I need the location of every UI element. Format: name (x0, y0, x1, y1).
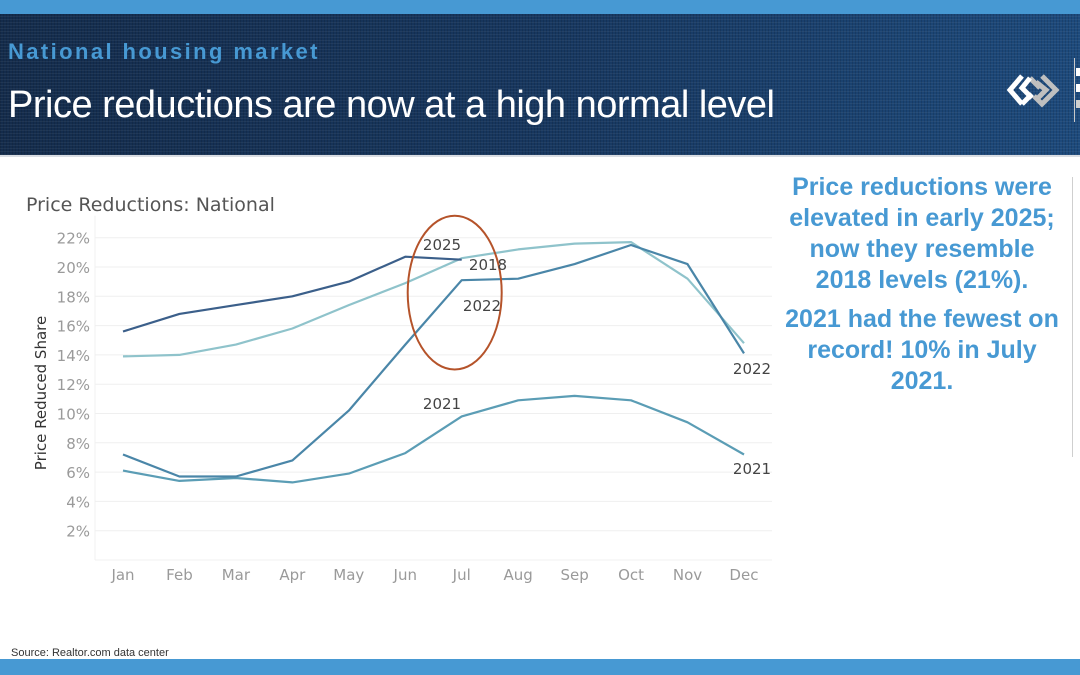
line-chart: 2% 4% 6% 8% 10% 12% 14% 16% 18% 20% 22% Jan Feb Mar A… (32, 214, 772, 584)
interlocking-chevrons-logo-icon (1006, 74, 1060, 108)
y-tick-label: 12% (57, 376, 90, 394)
source-note: Source: Realtor.com data center (11, 647, 169, 659)
series-label-2022-jul: 2022 (463, 297, 501, 315)
y-tick-label: 2% (66, 523, 90, 541)
side-divider (1072, 177, 1073, 457)
highlight-layer (406, 214, 503, 371)
x-tick-label: Apr (279, 566, 306, 584)
x-tick-label: Jan (110, 566, 134, 584)
x-tick-label: Jul (452, 566, 471, 584)
slide-title: Price reductions are now at a high norma… (8, 84, 775, 126)
key-takeaways: Price reductions were elevated in early … (782, 172, 1062, 405)
y-axis-ticks: 2% 4% 6% 8% 10% 12% 14% 16% 18% 20% 22% (57, 230, 90, 541)
y-tick-label: 22% (57, 230, 90, 248)
y-tick-label: 18% (57, 288, 90, 306)
x-tick-label: Jun (393, 566, 417, 584)
series-labels: 2025 2018 2022 2022 2021 2021 (423, 236, 771, 478)
section-kicker: National housing market (8, 39, 320, 64)
series-label-2021-dec: 2021 (733, 460, 771, 478)
series-label-2022-dec: 2022 (733, 360, 771, 378)
y-tick-label: 14% (57, 347, 90, 365)
series-label-2021-jul: 2021 (423, 395, 461, 413)
series-label-2025-jul: 2025 (423, 236, 461, 254)
series-line-2022 (122, 243, 745, 478)
series-label-2018-jul: 2018 (469, 256, 507, 274)
y-axis-label: Price Reduced Share (32, 316, 50, 470)
slide-header (0, 14, 1080, 155)
y-tick-label: 10% (57, 406, 90, 424)
series-line-2021 (122, 394, 745, 484)
chart-title: Price Reductions: National (26, 194, 275, 216)
x-tick-label: Oct (618, 566, 644, 584)
x-axis-ticks: Jan Feb Mar Apr May Jun Jul Aug Sep Oct Nov Dec (110, 566, 758, 584)
x-tick-label: Sep (560, 566, 588, 584)
header-divider (0, 155, 1080, 157)
top-accent-bar (0, 0, 1080, 14)
highlight-ellipse (406, 214, 503, 371)
gridlines (94, 215, 772, 561)
x-tick-label: Feb (166, 566, 193, 584)
x-tick-label: Nov (673, 566, 702, 584)
x-tick-label: May (333, 566, 364, 584)
takeaway-2021-record-low: 2021 had the fewest on record! 10% in Ju… (785, 305, 1059, 395)
y-tick-label: 8% (66, 435, 90, 453)
y-tick-label: 4% (66, 493, 90, 511)
takeaway-2025-vs-2018: Price reductions were elevated in early … (789, 173, 1055, 294)
x-tick-label: Aug (504, 566, 533, 584)
series-lines (122, 240, 745, 484)
x-tick-label: Mar (222, 566, 251, 584)
x-tick-label: Dec (729, 566, 758, 584)
y-tick-label: 6% (66, 464, 90, 482)
y-tick-label: 16% (57, 318, 90, 336)
bottom-accent-bar (0, 659, 1080, 675)
brand-bars-icon (1074, 58, 1080, 122)
y-tick-label: 20% (57, 259, 90, 277)
